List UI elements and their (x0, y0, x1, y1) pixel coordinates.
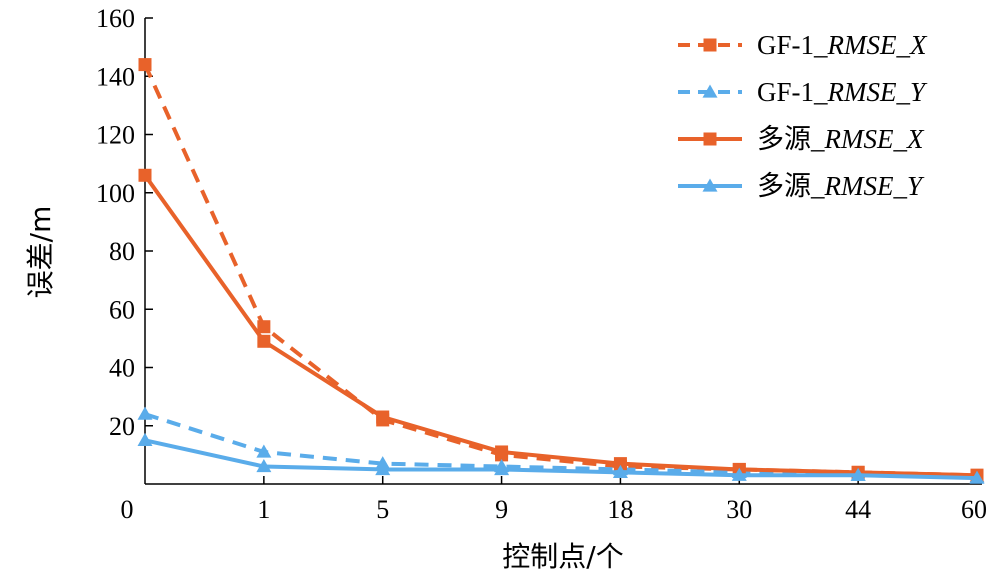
x-tick-label: 9 (495, 495, 508, 524)
legend-marker (702, 84, 718, 98)
data-point (256, 459, 272, 473)
x-tick-label: 44 (845, 495, 871, 524)
data-point (137, 406, 153, 420)
x-tick-label: 30 (726, 495, 752, 524)
x-tick-label: 60 (961, 495, 987, 524)
series-3 (138, 168, 984, 482)
data-point (256, 444, 272, 458)
legend-marker (703, 38, 717, 52)
legend-label: 多源_RMSE_Y (757, 171, 925, 201)
legend-marker (702, 178, 718, 192)
y-tick-label: 120 (96, 121, 135, 150)
y-tick-label: 100 (96, 179, 135, 208)
legend-label-metric: RMSE_X (827, 30, 928, 60)
y-tick-label: 140 (96, 62, 135, 91)
legend-label: 多源_RMSE_X (757, 124, 925, 154)
data-point (731, 467, 747, 481)
legend-item: GF-1_RMSE_Y (678, 77, 928, 107)
y-tick-label: 40 (109, 354, 135, 383)
data-point (376, 410, 390, 424)
data-point (375, 461, 391, 476)
x-tick-label: 0 (121, 495, 134, 524)
data-point (612, 464, 628, 478)
x-tick-label: 1 (257, 495, 270, 524)
legend-item: 多源_RMSE_Y (678, 171, 925, 201)
y-axis-title: 误差/m (24, 206, 57, 299)
y-tick-label: 20 (109, 412, 135, 441)
y-tick-label: 80 (109, 237, 135, 266)
x-axis-ticks: 0 1 5 9 18 30 44 60 (121, 476, 987, 524)
legend-label-metric: RMSE_Y (824, 171, 925, 201)
series-1 (138, 58, 984, 482)
data-point (613, 457, 627, 471)
legend-label-metric: RMSE_Y (827, 77, 928, 107)
legend-label: GF-1_RMSE_Y (757, 77, 928, 107)
data-point (257, 320, 271, 334)
data-point (494, 461, 510, 476)
series-4 (137, 432, 985, 484)
x-tick-label: 5 (376, 495, 389, 524)
data-point (969, 470, 985, 484)
legend-item: GF-1_RMSE_X (678, 30, 928, 60)
data-point (850, 467, 866, 481)
y-tick-label: 160 (96, 4, 135, 33)
y-axis-ticks: 160 140 120 100 80 60 40 20 (96, 4, 153, 441)
series-line (144, 438, 978, 481)
legend-label-prefix: GF-1_ (757, 30, 828, 60)
legend-marker (703, 132, 717, 146)
legend-label-prefix: 多源_ (757, 124, 825, 154)
legend-label-prefix: GF-1_ (757, 77, 828, 107)
legend-label-metric: RMSE_X (824, 124, 925, 154)
series-layer (137, 58, 985, 484)
data-point (257, 334, 271, 348)
data-point (138, 168, 152, 182)
data-point (137, 432, 153, 446)
legend-label-prefix: 多源_ (757, 171, 825, 201)
series-line (143, 174, 978, 478)
x-axis-title: 控制点/个 (502, 540, 623, 573)
data-point (138, 58, 152, 72)
x-tick-label: 18 (607, 495, 633, 524)
data-point (495, 445, 509, 459)
legend-item: 多源_RMSE_X (678, 124, 925, 154)
y-tick-label: 60 (109, 295, 135, 324)
legend: GF-1_RMSE_XGF-1_RMSE_Y多源_RMSE_X多源_RMSE_Y (678, 30, 928, 201)
legend-label: GF-1_RMSE_X (757, 30, 928, 60)
